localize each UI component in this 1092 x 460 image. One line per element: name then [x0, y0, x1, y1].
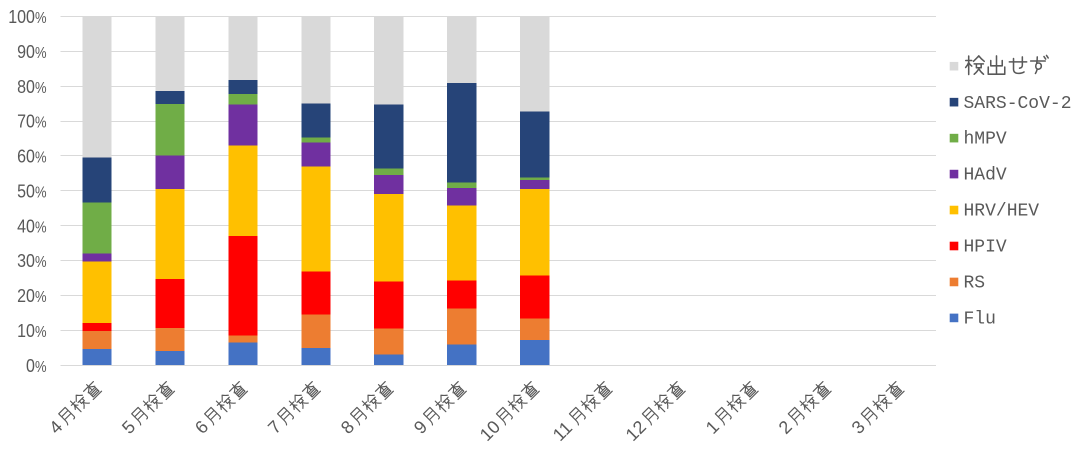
svg-text:90%: 90% [17, 41, 47, 63]
svg-text:80%: 80% [17, 75, 47, 97]
svg-text:40%: 40% [17, 215, 47, 237]
svg-text:RS: RS [964, 274, 986, 294]
svg-text:HAdV: HAdV [964, 166, 1007, 186]
svg-text:0%: 0% [26, 355, 47, 377]
svg-text:100%: 100% [8, 6, 47, 28]
svg-text:HPIV: HPIV [964, 238, 1007, 258]
svg-text:HRV/HEV: HRV/HEV [964, 202, 1040, 222]
svg-text:20%: 20% [17, 285, 47, 307]
svg-text:60%: 60% [17, 145, 47, 167]
svg-text:hMPV: hMPV [964, 130, 1007, 150]
svg-text:10%: 10% [17, 320, 47, 342]
svg-text:SARS-CoV-2: SARS-CoV-2 [964, 94, 1072, 114]
svg-text:30%: 30% [17, 250, 47, 272]
svg-text:Flu: Flu [964, 310, 996, 330]
svg-text:50%: 50% [17, 180, 47, 202]
svg-text:70%: 70% [17, 110, 47, 132]
